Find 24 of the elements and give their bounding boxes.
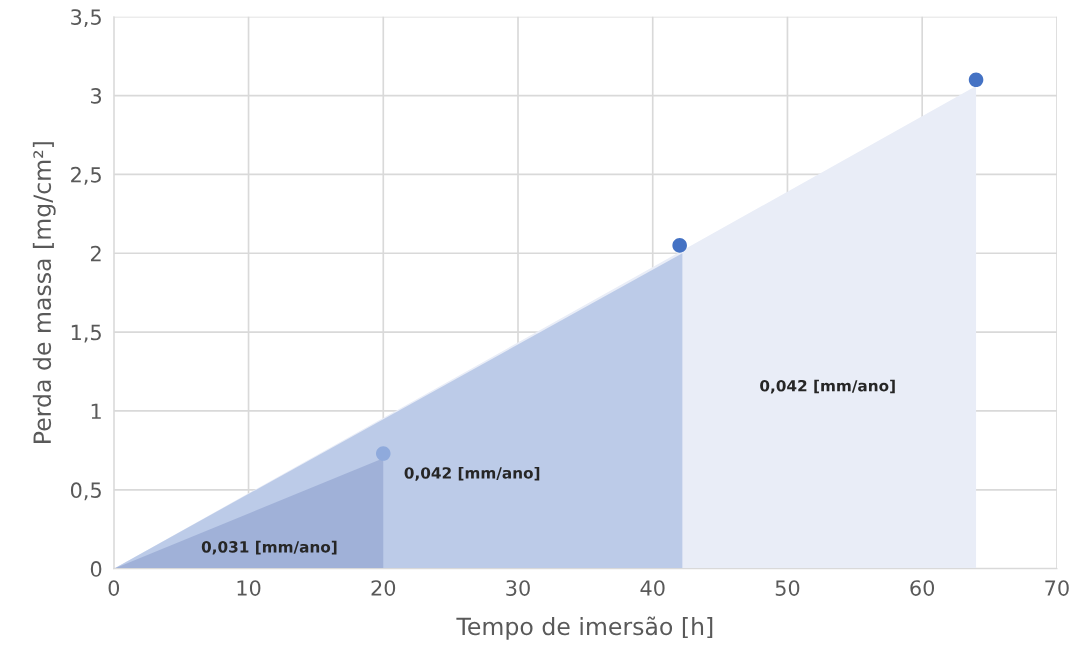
y-tick-label: 0,5 bbox=[70, 482, 101, 501]
x-tick-label: 10 bbox=[237, 580, 261, 596]
point bbox=[672, 238, 687, 253]
y-tick-label: 3,5 bbox=[71, 9, 101, 28]
annotation: 0,042 [mm/ano] bbox=[760, 379, 895, 394]
x-tick-label: 70 bbox=[1045, 580, 1069, 596]
y-tick-label: 0 bbox=[90, 561, 102, 577]
y-axis-title: Perda de massa [mg/cm²] bbox=[32, 142, 56, 443]
x-tick-label: 30 bbox=[506, 580, 530, 596]
y-tick-label: 2 bbox=[90, 245, 101, 262]
annotation: 0,042 [mm/ano] bbox=[404, 466, 540, 481]
y-tick-label: 1,5 bbox=[71, 324, 101, 343]
point bbox=[375, 446, 391, 461]
y-tick-label: 1 bbox=[91, 403, 101, 419]
x-axis-title: Tempo de imersão [h] bbox=[456, 616, 713, 640]
x-tick-label: 20 bbox=[371, 580, 396, 596]
point bbox=[968, 72, 984, 88]
y-tick-label: 2,5 bbox=[71, 166, 101, 185]
x-tick-label: 40 bbox=[640, 580, 665, 596]
x-tick-label: 0 bbox=[108, 580, 120, 596]
x-tick-label: 60 bbox=[910, 580, 935, 596]
y-tick-label: 3 bbox=[91, 88, 102, 104]
x-tick-label: 50 bbox=[775, 580, 800, 596]
annotation: 0,031 [mm/ano] bbox=[201, 540, 337, 555]
